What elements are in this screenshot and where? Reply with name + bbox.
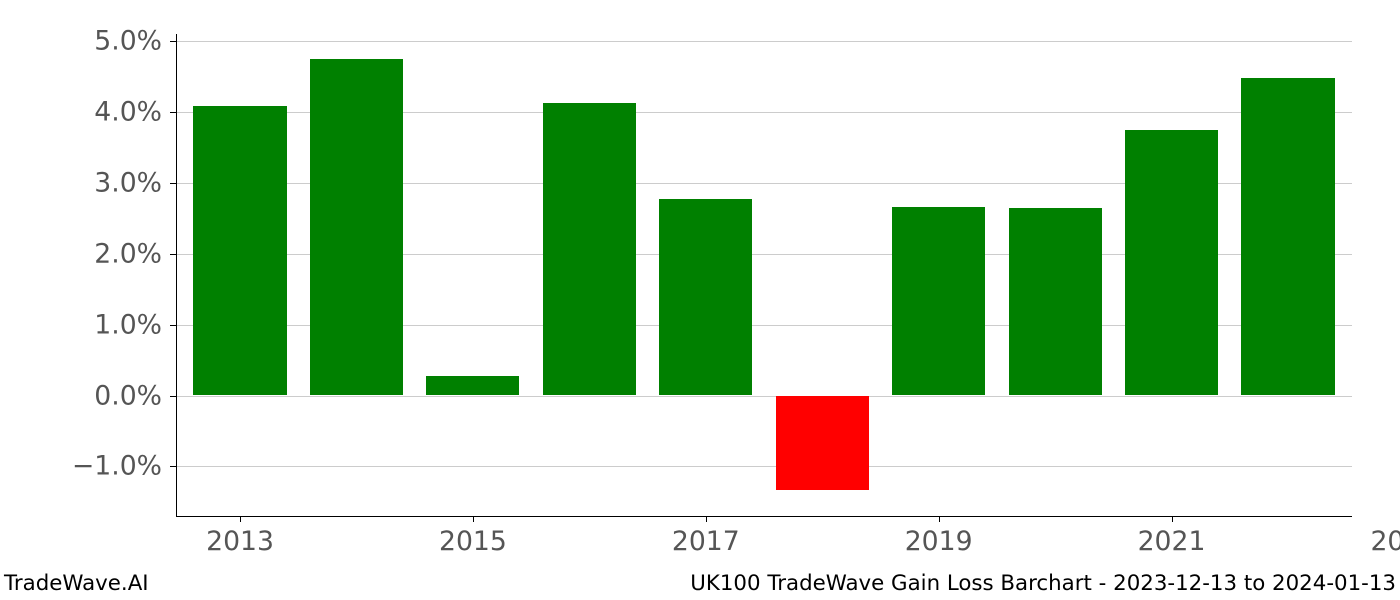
bar [310, 59, 403, 396]
footer-right-label: UK100 TradeWave Gain Loss Barchart - 202… [690, 571, 1396, 596]
x-tick-label: 2017 [672, 516, 740, 557]
x-tick-label: 2021 [1138, 516, 1206, 557]
axis-spine-bottom [176, 516, 1352, 517]
x-tick-label: 2013 [206, 516, 274, 557]
y-tick-label: 2.0% [94, 238, 176, 269]
plot-area: −1.0%0.0%1.0%2.0%3.0%4.0%5.0%20132015201… [176, 34, 1352, 516]
y-tick-label: 3.0% [94, 167, 176, 198]
gridline [176, 466, 1352, 467]
y-tick-label: 0.0% [94, 380, 176, 411]
bar [776, 396, 869, 490]
y-tick-label: 4.0% [94, 96, 176, 127]
bar [1125, 130, 1218, 396]
figure: −1.0% 0.0% 1.0% 2.0% 3.0% 4.0% 5.0% 2013 2015 201… [0, 0, 1400, 600]
bar [193, 106, 286, 395]
gridline [176, 41, 1352, 42]
y-tick-label: −1.0% [72, 451, 176, 482]
bar [426, 376, 519, 396]
axis-spine-left [176, 34, 177, 516]
x-tick-label: 2023 [1370, 516, 1400, 557]
footer-left-label: TradeWave.AI [4, 571, 149, 596]
gridline [176, 396, 1352, 397]
y-tick-label: 5.0% [94, 26, 176, 57]
y-tick-label: 1.0% [94, 309, 176, 340]
bar [659, 199, 752, 395]
bar [1241, 78, 1334, 396]
x-tick-label: 2015 [439, 516, 507, 557]
x-tick-label: 2019 [905, 516, 973, 557]
bar [892, 207, 985, 396]
bar [1009, 208, 1102, 395]
bar [543, 103, 636, 396]
